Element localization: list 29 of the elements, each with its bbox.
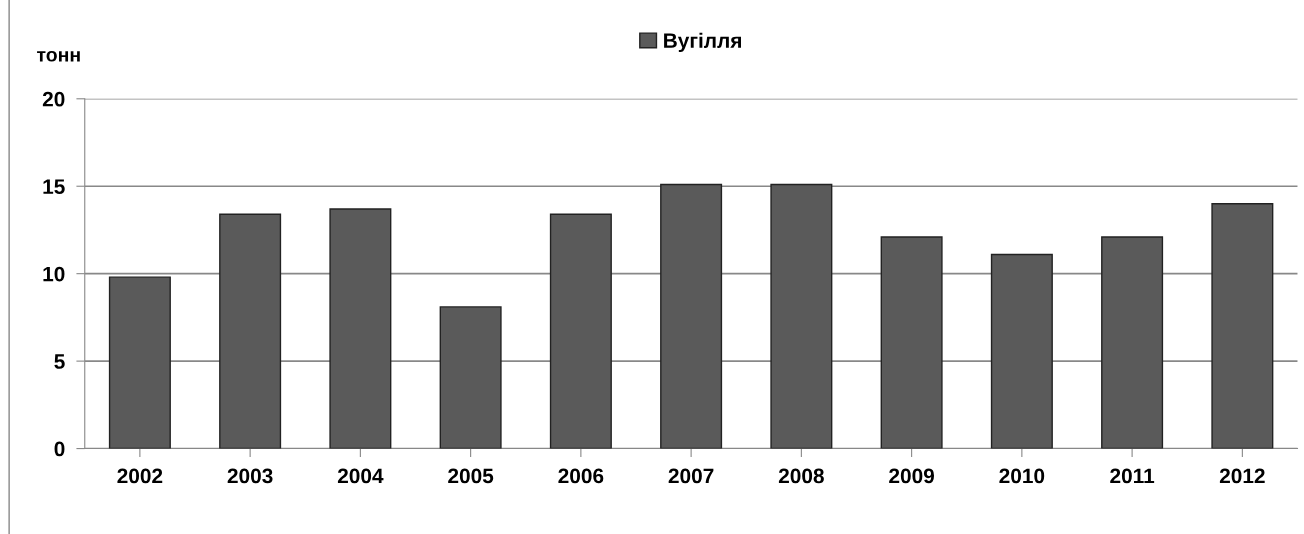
x-tick-label: 2008 xyxy=(778,468,824,484)
bar xyxy=(1211,203,1274,449)
x-tick-label: 2002 xyxy=(117,468,163,484)
y-axis-title: тонн xyxy=(37,50,80,62)
x-tick-label: 2011 xyxy=(1110,468,1155,484)
bar xyxy=(880,236,943,449)
y-tick-label: 0 xyxy=(54,441,65,457)
x-tick-label: 2005 xyxy=(448,468,494,484)
bar xyxy=(329,208,392,449)
bar xyxy=(660,183,723,449)
bar xyxy=(990,253,1053,449)
x-tick-label: 2012 xyxy=(1219,468,1265,484)
bar xyxy=(439,306,502,449)
bar xyxy=(1101,236,1164,449)
bar xyxy=(770,183,833,449)
legend-label: Вугілля xyxy=(664,32,741,53)
x-tick-label: 2004 xyxy=(337,468,384,484)
x-tick-label: 2009 xyxy=(889,468,935,484)
y-tick-label: 20 xyxy=(42,91,65,107)
bar xyxy=(219,213,282,449)
y-tick-label: 15 xyxy=(43,179,65,194)
y-tick-label: 10 xyxy=(43,266,65,282)
bar xyxy=(549,213,612,449)
y-tick-label: 5 xyxy=(54,354,65,369)
bar xyxy=(108,276,171,449)
x-tick-label: 2003 xyxy=(227,468,273,484)
x-tick-label: 2010 xyxy=(999,468,1045,484)
x-tick-label: 2006 xyxy=(558,468,604,484)
x-tick-label: 2007 xyxy=(668,468,714,484)
